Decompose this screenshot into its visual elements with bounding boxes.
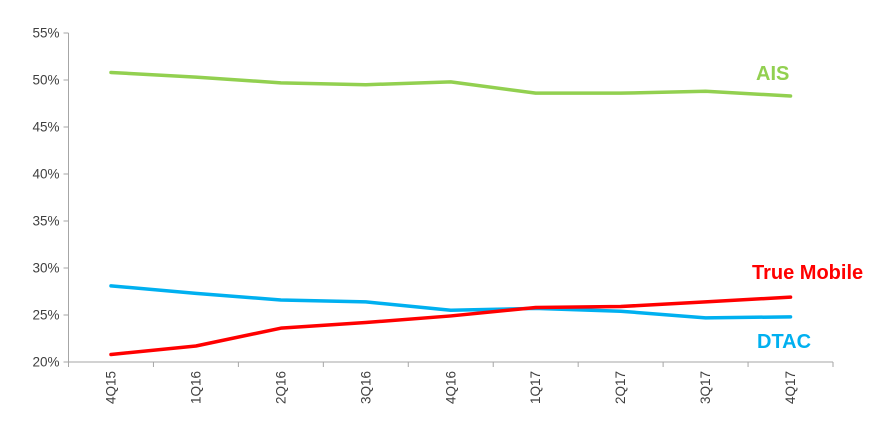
- y-tick-label: 50%: [32, 73, 59, 88]
- x-tick-label: 3Q16: [358, 371, 373, 404]
- x-tick-label: 4Q16: [443, 371, 458, 404]
- x-tick-label: 3Q17: [698, 371, 713, 404]
- x-tick-label: 2Q17: [613, 371, 628, 404]
- x-tick-label: 2Q16: [273, 371, 288, 404]
- x-tick-label: 1Q17: [528, 371, 543, 404]
- x-tick-label: 1Q16: [188, 371, 203, 404]
- y-tick-label: 25%: [32, 308, 59, 323]
- y-tick-label: 40%: [32, 167, 59, 182]
- ais-series-label: AIS: [756, 63, 790, 85]
- ais-line: [109, 70, 793, 98]
- y-tick-label: 35%: [32, 214, 59, 229]
- x-tick-label: 4Q17: [783, 371, 798, 404]
- true-mobile-series-label: True Mobile: [752, 262, 864, 284]
- y-tick-label: 30%: [32, 261, 59, 276]
- dtac-series-label: DTAC: [757, 331, 812, 353]
- dtac-line: [109, 284, 793, 320]
- y-tick-label: 45%: [32, 120, 59, 135]
- y-tick-label: 55%: [32, 26, 59, 41]
- y-tick-label: 20%: [32, 355, 59, 370]
- true-mobile-line: [109, 295, 793, 357]
- x-tick-label: 4Q15: [103, 371, 118, 404]
